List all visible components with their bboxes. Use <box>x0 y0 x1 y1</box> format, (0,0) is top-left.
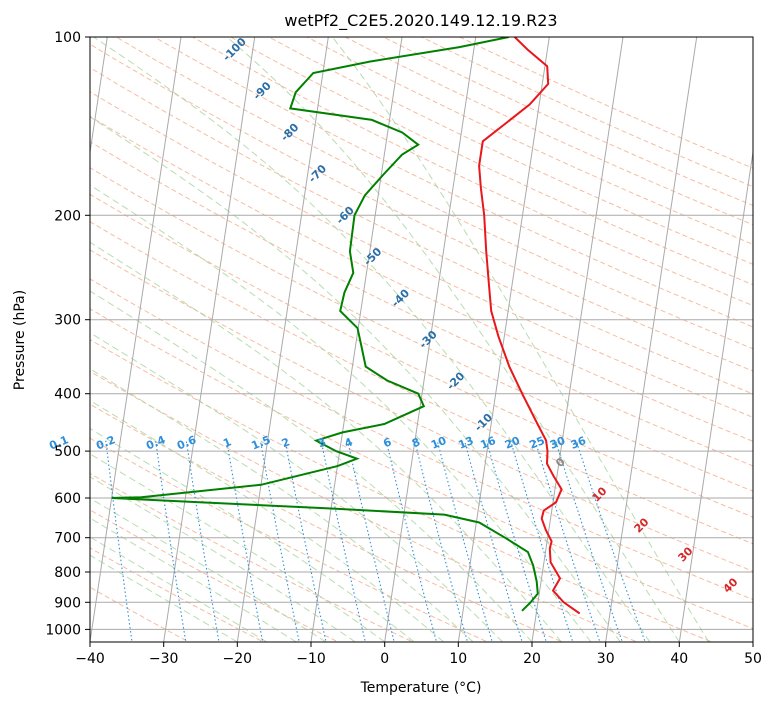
dry-adiabat-line <box>90 167 753 492</box>
mixing-ratio-line <box>463 440 523 642</box>
dry-adiabat-line <box>90 141 753 467</box>
dry-adiabat-line <box>90 221 753 545</box>
dry-adiabat-line <box>90 339 714 642</box>
dry-adiabat-line <box>90 193 753 518</box>
y-tick-label: 200 <box>54 208 81 224</box>
mixing-ratio-line <box>226 440 264 642</box>
moist-adiabat-line <box>90 497 326 642</box>
moist-adiabat-line <box>93 37 651 642</box>
mixing-ratio-line <box>575 440 646 642</box>
mixing-ratio-label: 8 <box>410 435 422 450</box>
mixing-ratio-label: 2 <box>280 435 292 450</box>
x-tick-label: 20 <box>523 651 541 667</box>
mixing-ratio-label: 36 <box>569 434 588 452</box>
dry-adiabat-line <box>90 67 753 395</box>
moist-adiabat-line <box>90 476 356 642</box>
y-tick-label: 400 <box>54 387 81 403</box>
x-tick-label: 10 <box>449 651 467 667</box>
moist-adiabat-line <box>90 332 503 642</box>
moist-adiabat-line <box>332 37 710 642</box>
x-tick-label: 0 <box>380 651 389 667</box>
mixing-ratio-line <box>385 440 438 642</box>
x-tick-label: −30 <box>149 651 179 667</box>
dry-adiabat-line <box>90 43 753 372</box>
dry-adiabat-line <box>267 37 753 265</box>
mixing-ratio-label: 20 <box>503 434 522 452</box>
dry-adiabat-line <box>90 370 639 642</box>
mixing-ratio-line <box>320 440 366 642</box>
x-tick-label: 40 <box>670 651 688 667</box>
y-tick-label: 1000 <box>45 622 81 638</box>
y-tick-label: 800 <box>54 565 81 581</box>
dry-adiabat-line <box>90 249 753 572</box>
isotherm-line <box>678 148 753 642</box>
x-tick-label: −40 <box>75 651 105 667</box>
moist-adiabat-line <box>90 116 621 642</box>
dewpoint-profile <box>111 37 539 612</box>
mixing-ratio-line <box>485 440 547 642</box>
isotherm-line <box>457 37 550 642</box>
isotherm-line <box>90 37 108 156</box>
mixing-ratio-label: 10 <box>429 434 448 452</box>
moist-adiabat-line <box>90 290 533 642</box>
x-tick-label: 30 <box>597 651 615 667</box>
mixing-ratio-line <box>347 440 395 642</box>
plot-frame <box>89 36 754 643</box>
mixing-ratio-line <box>284 440 327 642</box>
mixing-ratio-line <box>436 440 493 642</box>
mixing-ratio-label: 30 <box>548 434 567 452</box>
moist-adiabat-line <box>90 554 238 642</box>
axis-ticks: −40 −30 −20 −10 0 10 20 30 40 50 100 200 300 400 500 60… <box>45 30 762 667</box>
series-layer <box>111 37 581 615</box>
dry-adiabat-line <box>229 37 753 286</box>
chart-title: wetPf2_C2E5.2020.149.12.19.R23 <box>284 11 557 31</box>
isotherm-line <box>163 37 256 642</box>
mixing-ratio-label: 16 <box>479 434 498 452</box>
mixing-ratio-label: 3 <box>316 435 328 450</box>
moist-adiabat-line <box>90 453 385 642</box>
y-tick-label: 100 <box>54 30 81 46</box>
isotherm-line <box>605 37 698 642</box>
y-tick-label: 900 <box>54 595 81 611</box>
mixing-ratio-label: 13 <box>456 434 475 452</box>
y-tick-label: 700 <box>54 531 81 547</box>
isotherm-line <box>236 37 329 642</box>
moist-adiabat-line <box>90 536 268 642</box>
dry-adiabat-line <box>90 308 753 630</box>
moist-adiabat-line <box>90 184 592 642</box>
y-tick-label: 300 <box>54 313 81 329</box>
x-axis-label: Temperature (°C) <box>360 680 482 696</box>
isotherm-line <box>531 37 624 642</box>
moist-adiabat-line <box>90 517 297 642</box>
moist-adiabat-line <box>90 399 444 642</box>
mixing-ratio-line <box>185 440 220 642</box>
y-axis-label: Pressure (hPa) <box>12 290 28 390</box>
y-tick-label: 600 <box>54 491 81 507</box>
isotherm-line <box>90 37 182 642</box>
x-tick-label: 50 <box>744 651 762 667</box>
dry-adiabat-line <box>458 37 753 169</box>
isotherm-line <box>384 37 477 642</box>
dry-adiabat-line <box>191 37 753 307</box>
mixing-ratio-line <box>259 440 300 642</box>
mixing-ratio-label: 1 <box>221 435 233 450</box>
x-tick-label: −20 <box>223 651 253 667</box>
dry-adiabat-line <box>90 91 753 418</box>
moist-adiabat-line <box>226 37 680 642</box>
dry-adiabat-line <box>90 278 753 601</box>
temperature-profile <box>478 37 581 615</box>
x-tick-label: −10 <box>296 651 326 667</box>
moist-adiabat-line <box>90 241 562 642</box>
y-tick-label: 500 <box>54 444 81 460</box>
dry-adiabat-line <box>305 37 753 245</box>
mixing-ratio-label: 25 <box>528 434 547 452</box>
grid-layer <box>90 37 753 642</box>
